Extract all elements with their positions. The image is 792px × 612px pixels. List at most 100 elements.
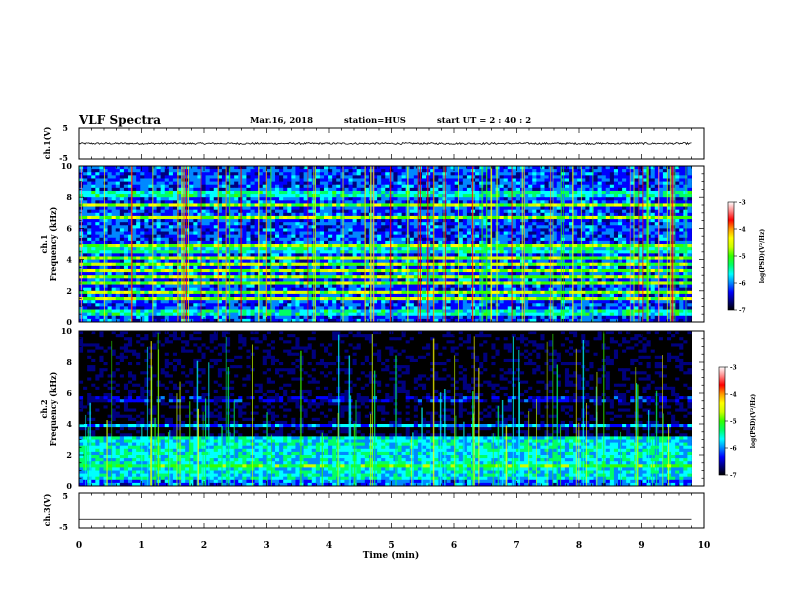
spectrogram-cell bbox=[381, 253, 386, 257]
spectrogram-cell bbox=[446, 234, 451, 239]
spectrogram-cell bbox=[675, 256, 680, 260]
spectrogram-cell bbox=[438, 184, 443, 189]
spectrogram-cell bbox=[132, 265, 137, 270]
spectrogram-cell bbox=[450, 250, 456, 254]
spectrogram-cell bbox=[250, 212, 255, 217]
spectrogram-cell bbox=[540, 240, 545, 245]
spectrogram-cell bbox=[250, 172, 255, 176]
spectrogram-cell bbox=[462, 253, 468, 257]
spectrogram-cell bbox=[234, 187, 239, 192]
spectrogram-cell bbox=[360, 200, 366, 204]
spectrogram-cell bbox=[593, 237, 598, 242]
spectrogram-cell bbox=[205, 169, 211, 173]
spectrogram-cell bbox=[462, 184, 468, 189]
spectrogram-cell bbox=[609, 184, 615, 189]
spectrogram-cell bbox=[246, 178, 251, 182]
spectrogram-cell bbox=[626, 175, 631, 179]
spectrogram-cell bbox=[275, 187, 280, 192]
spectrogram-cell bbox=[201, 197, 206, 201]
spectrogram-cell bbox=[164, 265, 170, 270]
spectrogram-cell bbox=[491, 184, 496, 189]
spectrogram-cell bbox=[168, 219, 174, 223]
spectrogram-cell bbox=[213, 166, 219, 170]
spectrogram-cell bbox=[156, 200, 162, 204]
spectrogram-cell bbox=[107, 231, 113, 236]
spectrogram-cell bbox=[458, 172, 464, 176]
spectrogram-cell bbox=[642, 181, 647, 186]
spectrogram-cell bbox=[348, 219, 353, 223]
spectrogram-cell bbox=[585, 237, 590, 242]
spectrogram-cell bbox=[609, 244, 615, 248]
spectrogram-cell bbox=[377, 187, 382, 192]
spectrogram-cell bbox=[295, 234, 300, 239]
spectrogram-cell bbox=[119, 190, 125, 195]
spectrogram-cell bbox=[189, 181, 194, 186]
spectrogram-cell bbox=[622, 250, 627, 254]
spectrogram-cell bbox=[491, 178, 496, 182]
spectrogram-cell bbox=[262, 166, 268, 170]
spectrogram-cell bbox=[172, 197, 178, 201]
spectrogram-cell bbox=[609, 172, 615, 176]
spectrogram-cell bbox=[581, 178, 586, 182]
spectrogram-cell bbox=[446, 166, 451, 170]
spectrogram-cell bbox=[609, 225, 615, 229]
spectrogram-cell bbox=[119, 215, 125, 220]
spectrogram-cell bbox=[279, 265, 284, 270]
spectrogram-cell bbox=[181, 184, 186, 189]
spectrogram-cell bbox=[564, 166, 570, 170]
spectrogram-cell bbox=[385, 250, 390, 254]
spectrogram-cell bbox=[360, 203, 366, 207]
spectrogram-cell bbox=[270, 247, 276, 251]
spectrogram-cell bbox=[446, 256, 451, 260]
spectrogram-cell bbox=[377, 262, 382, 267]
spectrogram-cell bbox=[597, 250, 603, 254]
spectrogram-cell bbox=[283, 190, 288, 195]
spectrogram-cell bbox=[385, 178, 390, 182]
spectrogram-cell bbox=[613, 253, 619, 257]
spectrogram-cell bbox=[132, 212, 137, 217]
spectrogram-cell bbox=[581, 181, 586, 186]
spectrogram-cell bbox=[618, 197, 623, 201]
spectrogram-cell bbox=[540, 253, 545, 257]
spectrogram-cell bbox=[499, 181, 505, 186]
spectrogram-cell bbox=[270, 219, 276, 223]
spectrogram-cell bbox=[511, 194, 517, 198]
spectrogram-cell bbox=[319, 231, 325, 236]
spectrogram-cell bbox=[123, 194, 129, 198]
spectrogram-cell bbox=[654, 178, 660, 182]
spectrogram-cell bbox=[356, 184, 362, 189]
spectrogram-cell bbox=[193, 169, 198, 173]
spectrogram-cell bbox=[511, 200, 517, 204]
spectrogram-cell bbox=[589, 206, 594, 211]
spectrogram-cell bbox=[136, 206, 141, 211]
spectrogram-cell bbox=[397, 206, 402, 211]
spectrogram-cell bbox=[123, 265, 129, 270]
spectrogram-cell bbox=[254, 175, 260, 179]
spectrogram-cell bbox=[344, 215, 349, 220]
spectrogram-cell bbox=[87, 262, 92, 267]
spectrogram-cell bbox=[140, 172, 145, 176]
spectrogram-cell bbox=[262, 200, 268, 204]
spectrogram-cell bbox=[156, 194, 162, 198]
spectrogram-cell bbox=[601, 181, 607, 186]
spectrogram-cell bbox=[630, 187, 635, 192]
spectrogram-cell bbox=[115, 194, 121, 198]
spectrogram-cell bbox=[111, 169, 117, 173]
spectrogram-cell bbox=[630, 169, 635, 173]
spectrogram-cell bbox=[601, 253, 607, 257]
spectrogram-cell bbox=[99, 231, 104, 236]
spectrogram-cell bbox=[503, 175, 509, 179]
spectrogram-cell bbox=[148, 209, 153, 214]
spectrogram-cell bbox=[234, 219, 239, 223]
spectrogram-cell bbox=[430, 184, 435, 189]
spectrogram-cell bbox=[181, 215, 186, 220]
spectrogram-cell bbox=[299, 222, 304, 226]
spectrogram-cell bbox=[450, 231, 456, 236]
spectrogram-cell bbox=[438, 247, 443, 251]
spectrogram-cell bbox=[315, 265, 321, 270]
spectrogram-cell bbox=[569, 175, 574, 179]
spectrogram-cell bbox=[393, 237, 398, 242]
spectrogram-cell bbox=[381, 169, 386, 173]
spectrogram-cell bbox=[479, 212, 484, 217]
spectrogram-cell bbox=[503, 178, 509, 182]
